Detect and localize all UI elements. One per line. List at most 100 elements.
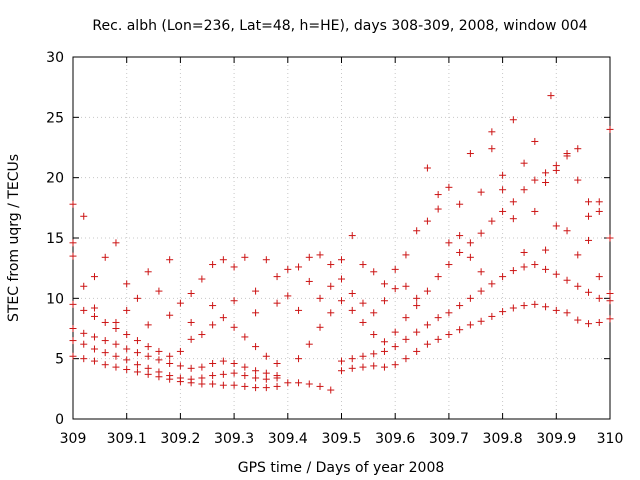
data-point — [90, 312, 98, 320]
data-point — [101, 361, 109, 369]
data-point — [198, 380, 206, 388]
data-point — [338, 297, 345, 305]
data-point — [391, 328, 399, 336]
data-point — [585, 212, 593, 220]
data-point — [520, 186, 528, 194]
data-point — [585, 288, 593, 296]
data-point — [112, 363, 120, 371]
data-point — [133, 337, 141, 345]
data-point — [133, 368, 141, 376]
data-point — [187, 318, 195, 326]
data-point — [176, 299, 184, 307]
data-point — [477, 268, 485, 276]
data-point — [80, 282, 88, 290]
data-point — [488, 128, 496, 136]
data-point — [198, 331, 206, 339]
data-point — [209, 321, 217, 329]
data-point — [295, 263, 303, 271]
data-point — [359, 352, 367, 360]
y-tick-label: 30 — [46, 50, 64, 66]
data-point — [542, 246, 550, 254]
data-point — [423, 321, 431, 329]
data-point — [499, 186, 507, 194]
data-point — [198, 363, 206, 371]
data-point — [252, 287, 260, 295]
data-point — [520, 263, 528, 271]
data-point — [230, 263, 238, 271]
data-point — [595, 207, 603, 215]
data-point — [80, 340, 88, 348]
data-point — [445, 239, 453, 247]
data-point — [466, 294, 474, 302]
data-point — [563, 227, 571, 235]
data-point — [563, 309, 571, 317]
data-point — [606, 234, 614, 242]
data-point — [445, 309, 453, 317]
data-point — [488, 312, 496, 320]
data-point — [219, 357, 227, 365]
y-tick-label: 15 — [46, 231, 64, 247]
data-point — [101, 349, 109, 357]
data-point — [370, 268, 378, 276]
data-point — [90, 345, 98, 353]
data-point — [69, 337, 77, 345]
data-point — [273, 382, 281, 390]
data-point — [69, 325, 77, 332]
data-point — [80, 355, 88, 363]
data-point — [466, 239, 474, 247]
data-point — [123, 280, 131, 288]
data-point — [359, 261, 367, 269]
data-point — [348, 355, 356, 363]
data-point — [262, 369, 270, 377]
data-point — [219, 370, 227, 378]
data-point — [413, 294, 421, 302]
data-point — [101, 318, 109, 326]
data-point — [413, 227, 421, 235]
data-point — [552, 166, 560, 174]
data-point — [574, 282, 582, 290]
data-point — [520, 248, 528, 256]
data-point — [370, 350, 378, 358]
data-point — [509, 198, 517, 206]
data-point — [112, 325, 120, 332]
data-point — [90, 273, 98, 281]
data-point — [187, 290, 195, 298]
data-point — [144, 343, 152, 351]
data-point — [112, 318, 120, 326]
data-point — [69, 252, 77, 260]
x-tick-label: 309.5 — [321, 431, 361, 447]
data-point — [241, 382, 249, 390]
data-point — [80, 329, 88, 337]
data-point — [90, 304, 98, 312]
data-point — [456, 232, 464, 240]
data-point — [595, 198, 603, 206]
x-tick-label: 309.4 — [268, 431, 308, 447]
data-point — [509, 215, 517, 223]
data-point — [402, 355, 410, 363]
data-point — [477, 229, 485, 237]
data-point — [90, 357, 98, 365]
data-point — [466, 253, 474, 261]
data-points — [69, 92, 614, 394]
data-point — [348, 306, 356, 314]
data-point — [252, 367, 260, 375]
data-point — [252, 343, 260, 351]
data-point — [230, 323, 238, 331]
data-point — [284, 292, 292, 300]
data-point — [273, 372, 281, 380]
data-point — [123, 331, 131, 339]
data-point — [284, 379, 292, 387]
data-point — [606, 297, 614, 305]
data-point — [595, 273, 603, 281]
data-point — [456, 248, 464, 256]
data-point — [413, 302, 421, 310]
chart-title: Rec. albh (Lon=236, Lat=48, h=HE), days … — [92, 18, 587, 34]
data-point — [574, 145, 582, 153]
data-point — [445, 261, 453, 269]
data-point — [252, 309, 260, 317]
data-point — [101, 253, 109, 261]
data-point — [262, 256, 270, 264]
data-point — [284, 265, 292, 273]
data-point — [499, 308, 507, 316]
